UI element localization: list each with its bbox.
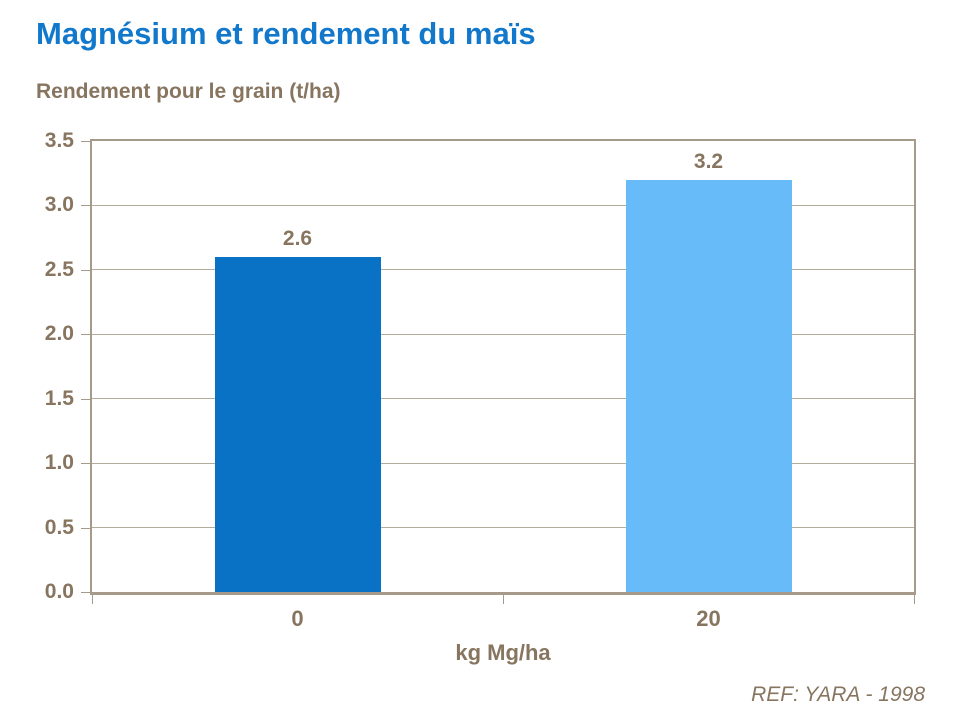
chart-x-axis-title: kg Mg/ha: [455, 640, 551, 665]
x-tick-label: 20: [696, 606, 721, 631]
y-axis-tick: [81, 398, 90, 400]
gridline: [92, 204, 914, 206]
y-axis-tick: [81, 527, 90, 529]
y-tick-label: 1.5: [44, 386, 74, 410]
bar-value-label: 3.2: [693, 149, 724, 173]
gridline: [92, 398, 914, 400]
y-axis-tick: [81, 463, 90, 465]
y-axis-tick: [81, 269, 90, 271]
bar-category-0: [214, 256, 381, 592]
x-tick-label: 0: [291, 606, 304, 631]
bar-category-20: [625, 179, 792, 592]
y-tick-label: 2.5: [44, 257, 74, 281]
chart-title: Magnésium et rendement du maïs: [36, 16, 536, 51]
gridline: [92, 269, 914, 271]
y-tick-label: 3.5: [44, 129, 74, 152]
plot-area: 2.6 3.2: [90, 139, 916, 595]
bar-value-label: 2.6: [282, 226, 313, 250]
y-axis-tick: [81, 334, 90, 336]
y-tick-label: 0.5: [44, 515, 74, 539]
y-tick-label: 0.0: [44, 580, 74, 603]
chart-y-axis-title: Rendement pour le grain (t/ha): [36, 80, 341, 103]
y-axis-tick: [81, 592, 90, 593]
x-axis-tick: [502, 595, 504, 604]
y-tick-label: 2.0: [44, 322, 74, 346]
y-axis-tick: [81, 205, 90, 207]
source-reference: REF: YARA - 1998: [751, 683, 925, 706]
x-axis-tick: [91, 595, 93, 604]
y-tick-label: 1.0: [44, 451, 74, 475]
gridline: [92, 333, 914, 335]
y-axis-tick: [81, 141, 90, 142]
gridline: [92, 462, 914, 464]
y-tick-label: 3.0: [44, 193, 74, 217]
gridline: [92, 527, 914, 529]
x-axis-tick: [913, 595, 915, 604]
